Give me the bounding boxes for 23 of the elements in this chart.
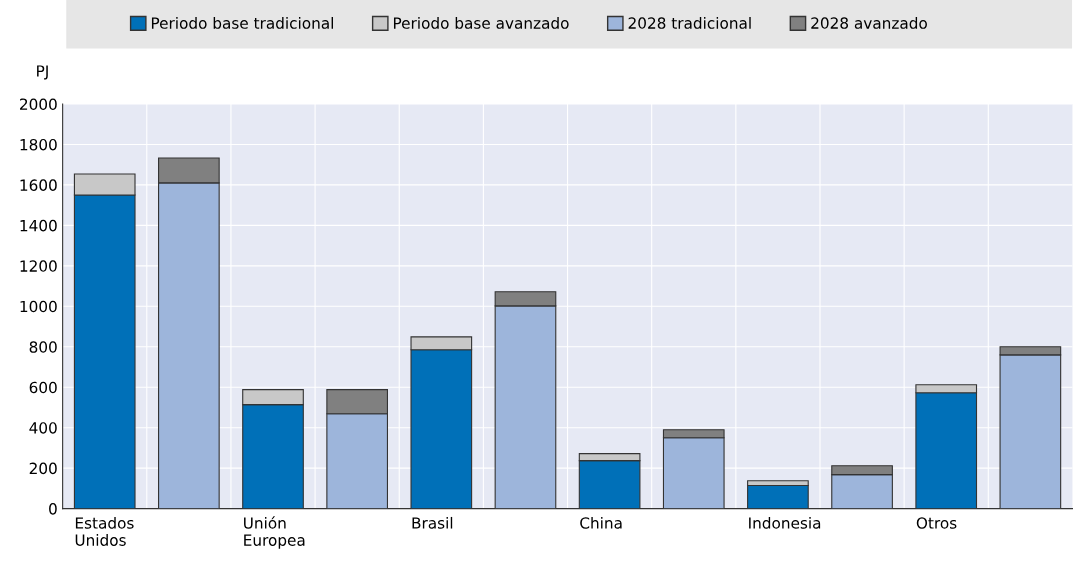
y-tick-label: 200 [29,462,57,475]
x-tick-label: Brasil [412,516,453,529]
y-tick-label: 800 [29,341,57,353]
y-axis-title: PJ [37,65,48,80]
legend-label: Periodo base avanzado [393,17,569,29]
y-tick-label: 600 [29,381,57,394]
legend-label: Periodo base tradicional [151,17,333,29]
y-tick-label: 2000 [20,98,57,110]
y-tick-label: 1600 [20,179,57,191]
x-tick-label: Indonesia [749,516,821,529]
y-tick-label: 1000 [20,300,57,313]
x-tick-label: Estados Unidos [75,516,134,546]
x-tick-label: China [580,516,622,529]
y-tick-label: 1400 [20,219,57,232]
y-tick-label: 0 [49,503,57,515]
bar [747,484,809,509]
x-tick-label: Unión Europea [244,516,305,549]
legend-label: 2028 avanzado [811,17,927,29]
y-tick-label: 1200 [20,260,57,272]
legend-label: 2028 tradicional [628,17,751,29]
x-tick-label: Otros [916,517,957,529]
y-tick-label: 1800 [20,138,57,151]
y-tick-label: 400 [29,422,57,434]
